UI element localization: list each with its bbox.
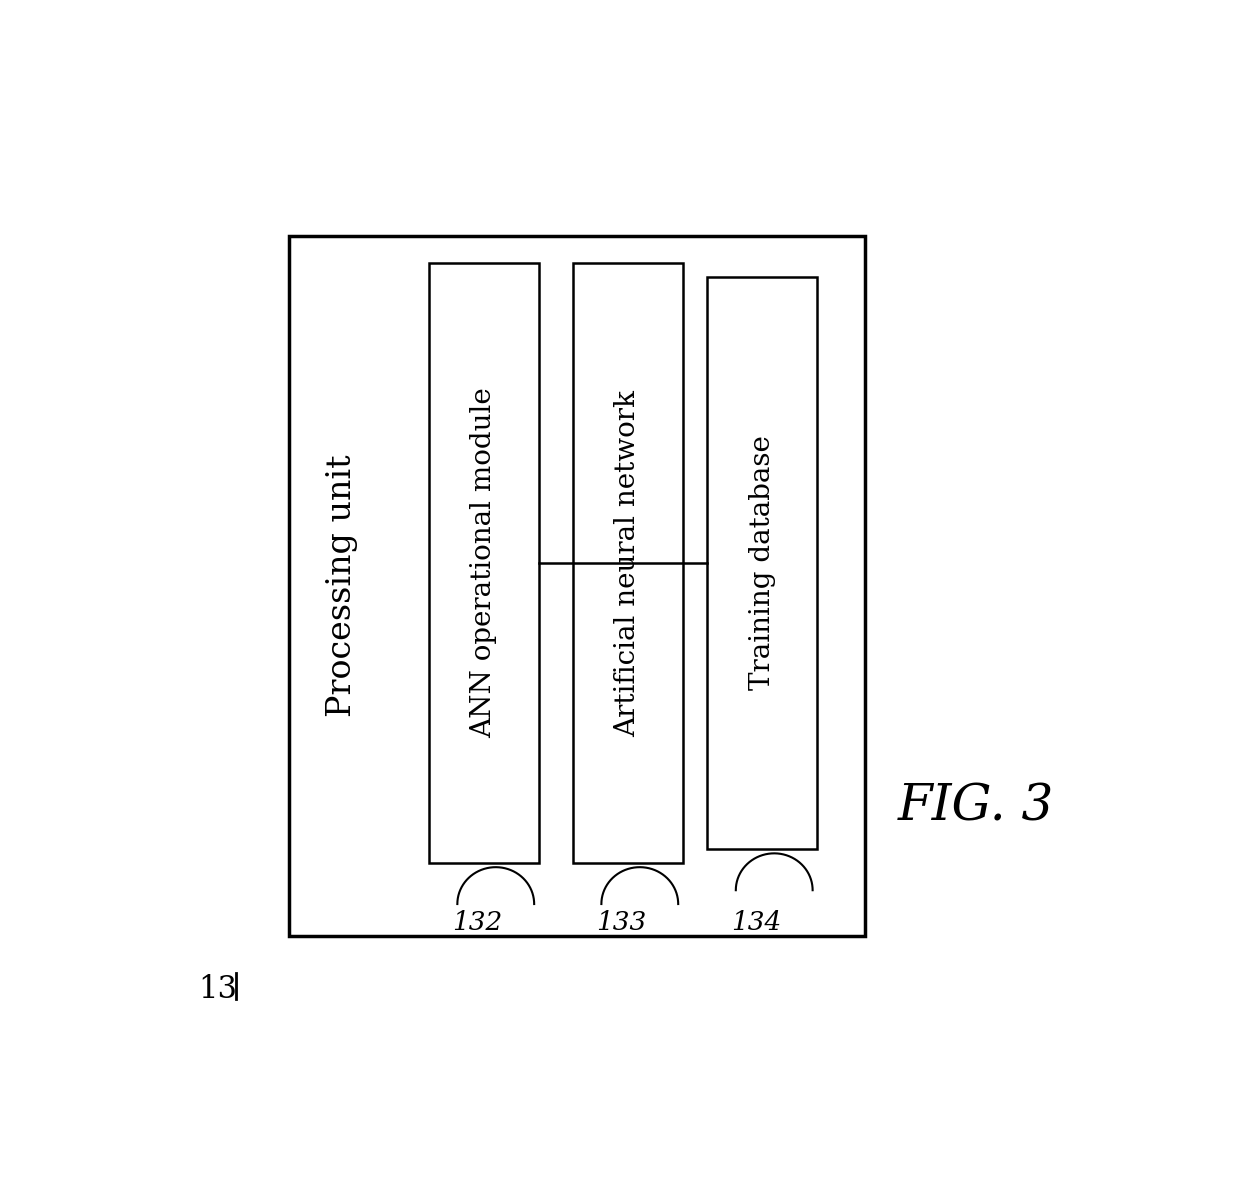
FancyBboxPatch shape [429, 263, 539, 863]
Text: Artificial neural network: Artificial neural network [615, 389, 642, 736]
Text: 133: 133 [597, 910, 647, 935]
Text: 134: 134 [731, 910, 782, 935]
FancyBboxPatch shape [572, 263, 683, 863]
Text: Processing unit: Processing unit [326, 455, 358, 717]
Text: ANN operational module: ANN operational module [471, 388, 497, 739]
FancyBboxPatch shape [707, 278, 818, 849]
Text: 13: 13 [198, 974, 237, 1005]
Text: FIG. 3: FIG. 3 [898, 783, 1054, 832]
FancyBboxPatch shape [290, 236, 866, 936]
Text: 132: 132 [452, 910, 503, 935]
Text: Training database: Training database [748, 436, 776, 691]
